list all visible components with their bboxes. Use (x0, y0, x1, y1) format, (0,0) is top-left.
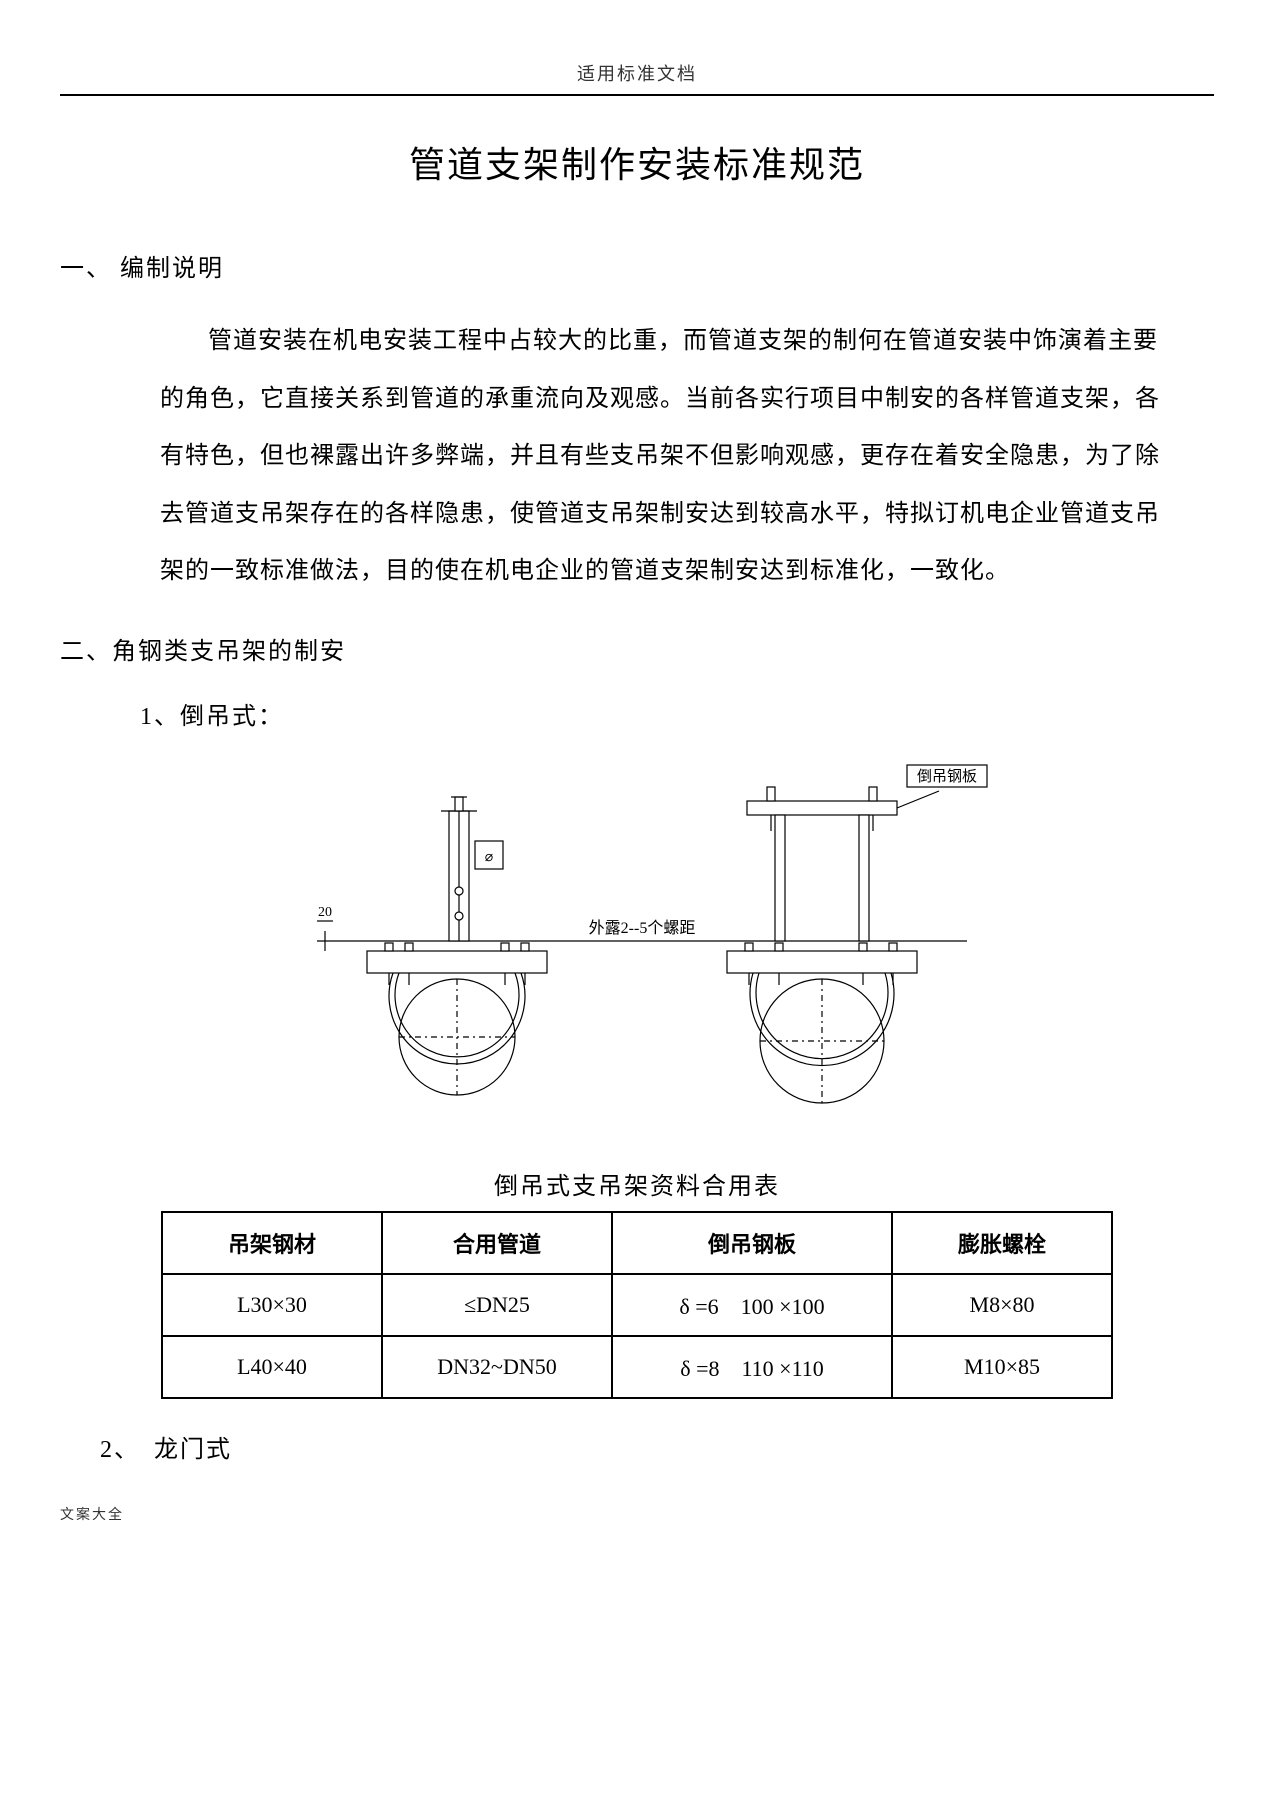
table-cell: δ =8 110 ×110 (612, 1336, 892, 1398)
table-cell: ≤DN25 (382, 1274, 612, 1336)
section-2-item2-heading: 2、 龙门式 (100, 1429, 1214, 1464)
plate-callout-label: 倒吊钢板 (917, 767, 977, 785)
section-2-heading: 二、角钢类支吊架的制安 (60, 631, 1214, 666)
header-label: 适用标准文档 (60, 60, 1214, 86)
col-header: 合用管道 (382, 1212, 612, 1274)
table-cell: L30×30 (162, 1274, 382, 1336)
page-title: 管道支架制作安装标准规范 (60, 136, 1214, 188)
footer-label: 文案大全 (60, 1504, 1214, 1524)
table-cell: M8×80 (892, 1274, 1112, 1336)
table-cell: DN32~DN50 (382, 1336, 612, 1398)
section-1-heading: 一、 编制说明 (60, 248, 1214, 283)
table-cell: M10×85 (892, 1336, 1112, 1398)
col-header: 倒吊钢板 (612, 1212, 892, 1274)
header-rule (60, 94, 1214, 96)
table-row: L40×40 DN32~DN50 δ =8 110 ×110 M10×85 (162, 1336, 1112, 1398)
drill-symbol-label: ⌀ (485, 850, 493, 865)
section-2-item1-heading: 1、倒吊式： (140, 696, 1214, 731)
table-row: L30×30 ≤DN25 δ =6 100 ×100 M8×80 (162, 1274, 1112, 1336)
material-table: 吊架钢材 合用管道 倒吊钢板 膨胀螺栓 L30×30 ≤DN25 δ =6 10… (161, 1211, 1113, 1399)
col-header: 膨胀螺栓 (892, 1212, 1112, 1274)
thread-note-label: 外露2--5个螺距 (589, 919, 696, 937)
dim-left-label: 20 (318, 905, 332, 920)
table-header-row: 吊架钢材 合用管道 倒吊钢板 膨胀螺栓 (162, 1212, 1112, 1274)
hanger-diagram: ⌀ 20 倒吊钢板 (60, 751, 1214, 1136)
table-cell: L40×40 (162, 1336, 382, 1398)
table-cell: δ =6 100 ×100 (612, 1274, 892, 1336)
col-header: 吊架钢材 (162, 1212, 382, 1274)
table-caption: 倒吊式支吊架资料合用表 (60, 1166, 1214, 1201)
section-1-paragraph: 管道安装在机电安装工程中占较大的比重，而管道支架的制何在管道安装中饰演着主要的角… (160, 313, 1174, 601)
